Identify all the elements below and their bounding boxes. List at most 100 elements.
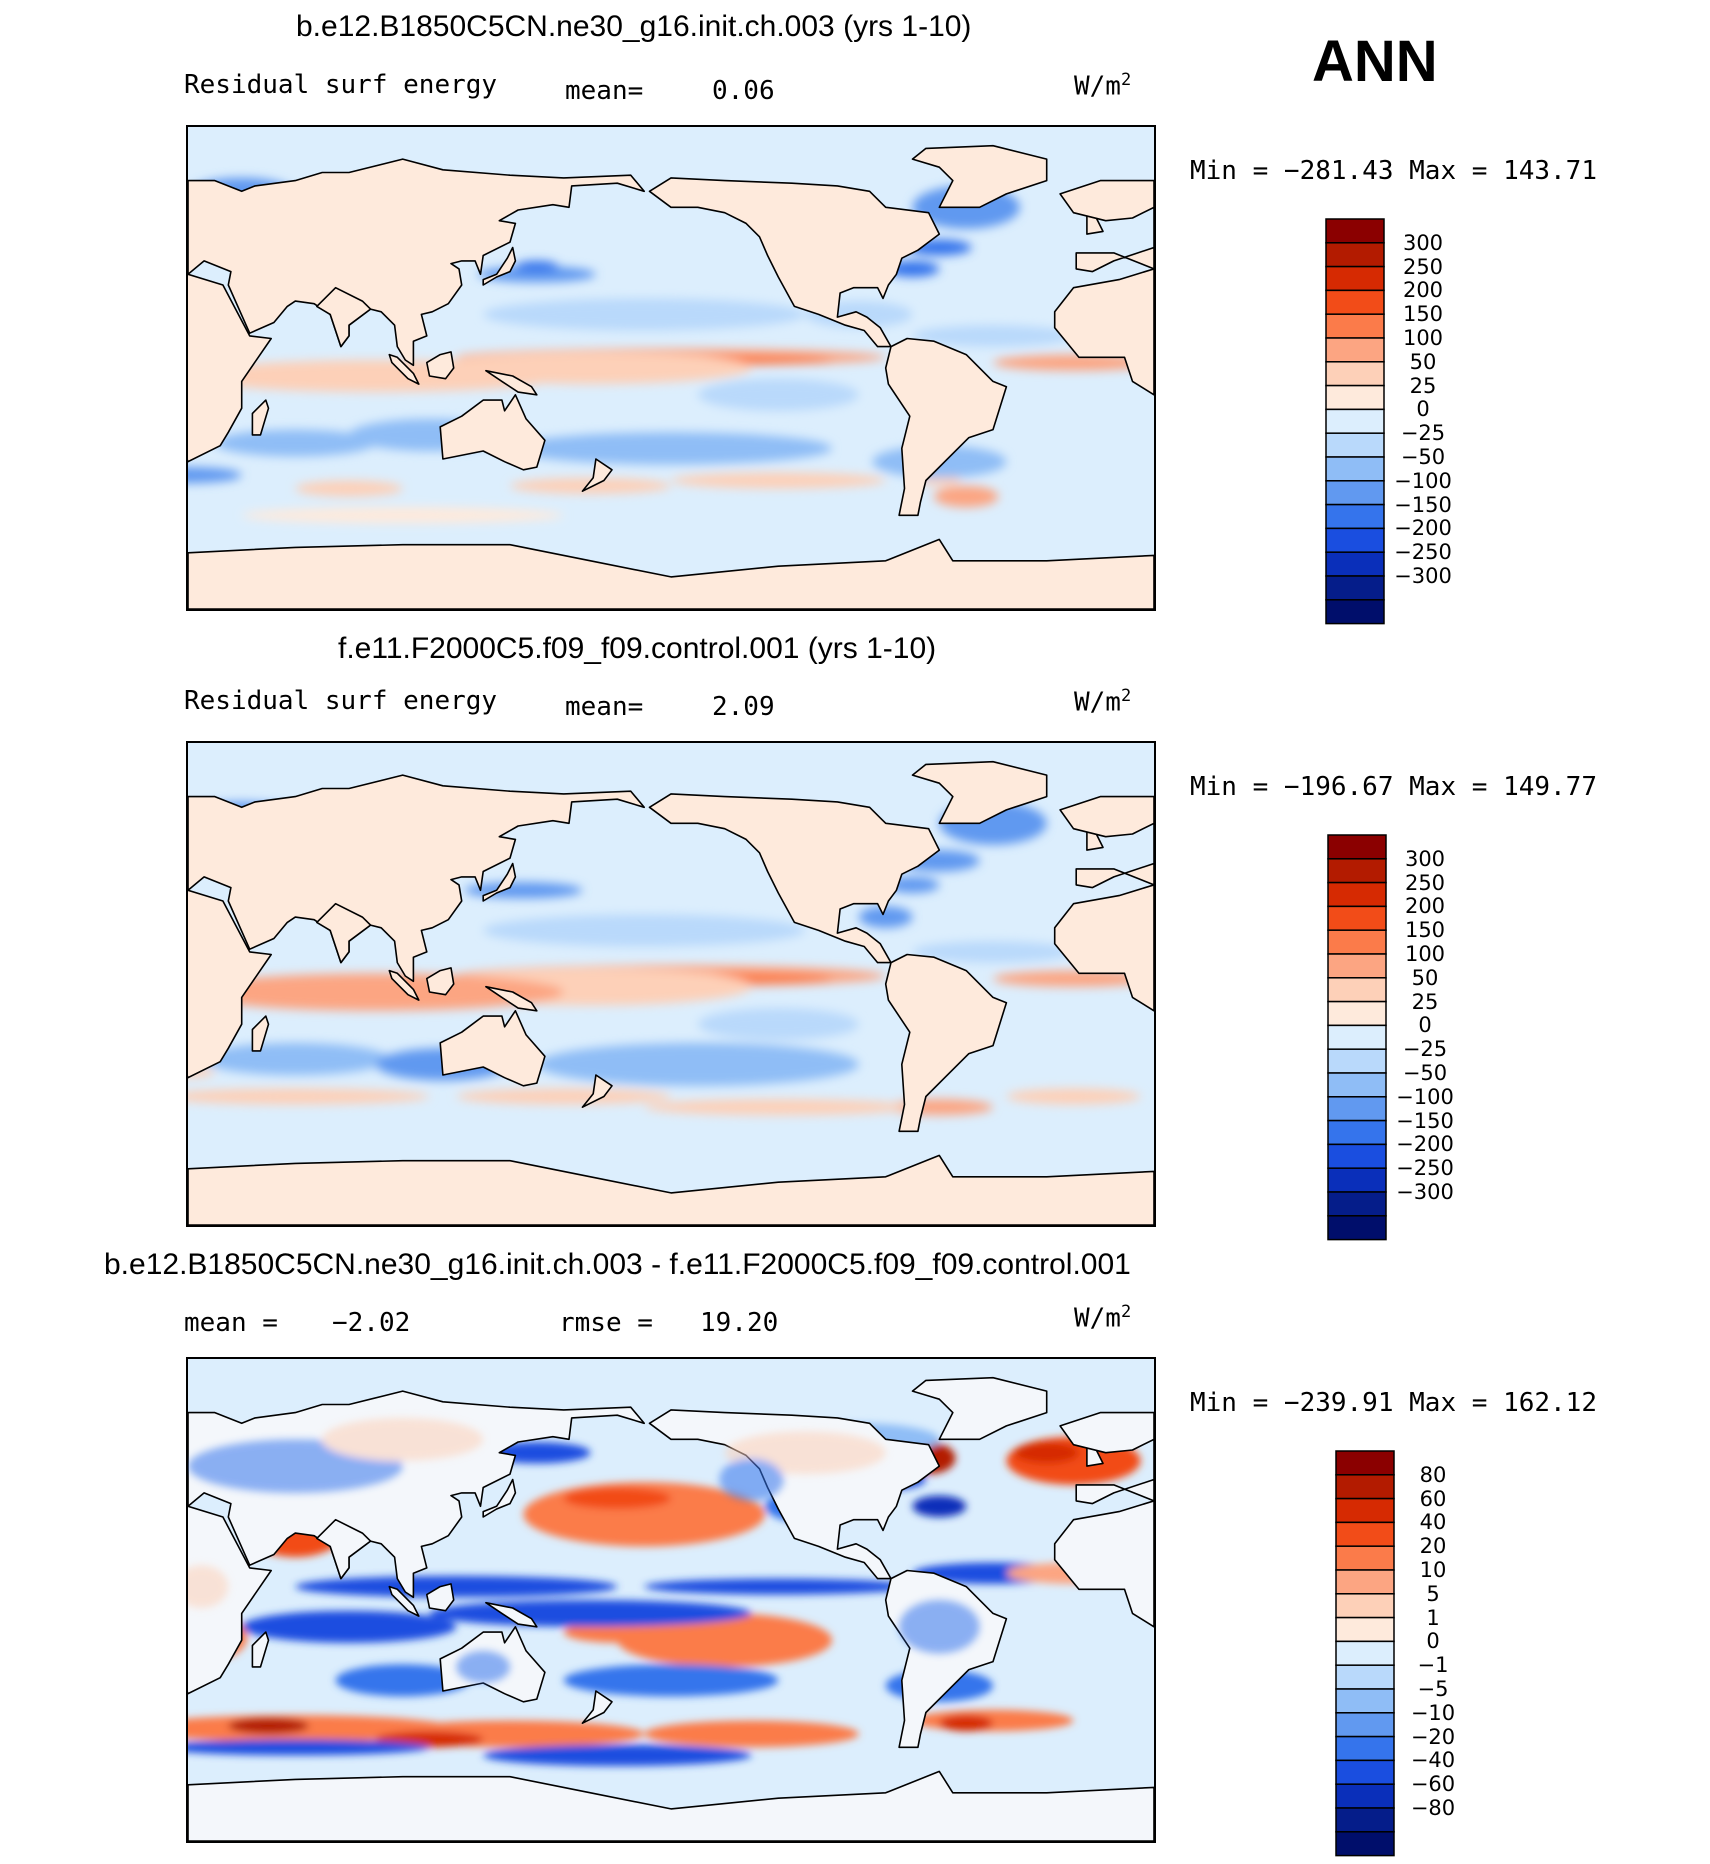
land-layer — [188, 760, 1154, 1225]
colorbar-swatch — [1335, 1497, 1395, 1524]
colorbar-swatch — [1325, 527, 1385, 553]
panel-1-mean-value: 0.06 — [712, 76, 775, 106]
colorbar-swatch — [1325, 361, 1385, 387]
anomaly-blob — [697, 1008, 859, 1041]
colorbar-tick-label: −10 — [1410, 1700, 1456, 1725]
anomaly-blob — [671, 472, 886, 489]
land-layer — [188, 144, 1154, 609]
colorbar-swatch — [1327, 977, 1387, 1003]
colorbar-tick-label: 100 — [1402, 326, 1444, 350]
colorbar-tick-label: −60 — [1410, 1772, 1456, 1797]
anomaly-blob — [1006, 1088, 1141, 1105]
colorbar-tick-label: −200 — [1394, 516, 1452, 541]
colorbar-swatch — [1327, 1167, 1387, 1193]
colorbar-swatch — [1325, 337, 1385, 363]
coastline-africa2 — [1053, 884, 1154, 1012]
colorbar-swatch — [1335, 1616, 1395, 1643]
colorbar-swatch — [1327, 1000, 1387, 1027]
colorbar-tick-label: −100 — [1396, 1084, 1454, 1109]
colorbar-swatch — [1325, 503, 1385, 530]
anomaly-blob — [188, 1088, 430, 1105]
colorbar-swatch — [1325, 432, 1385, 458]
colorbar-svg — [1325, 218, 1385, 625]
coastline-australia — [439, 1010, 546, 1087]
coastline-sumatra — [388, 1585, 420, 1617]
colorbar-tick-label: 20 — [1419, 1534, 1447, 1559]
anomaly-blob — [993, 354, 1154, 371]
anomaly-blob — [563, 1487, 671, 1509]
coastline-greenland — [911, 1376, 1048, 1441]
coastline-india — [316, 1518, 372, 1580]
colorbar-swatch — [1327, 834, 1387, 860]
colorbar-svg — [1335, 1450, 1395, 1857]
colorbar-swatch — [1325, 242, 1385, 268]
panel-3-map — [186, 1357, 1156, 1843]
colorbar-tick-label: −250 — [1394, 540, 1452, 565]
anomaly-blob — [483, 1744, 752, 1767]
panel-3-mean-label: mean = — [184, 1308, 278, 1338]
anomaly-blob — [912, 325, 1074, 347]
panel-2-map — [186, 741, 1156, 1227]
coastline-borneo — [426, 1583, 455, 1612]
colorbar-swatch — [1335, 1450, 1395, 1476]
anomaly-blob — [241, 1610, 457, 1643]
anomaly-blob — [241, 507, 564, 524]
coastline-japan — [482, 1478, 517, 1518]
colorbar-swatch — [1325, 313, 1385, 339]
colorbar-tick-label: 150 — [1402, 302, 1444, 327]
coastline-namerica — [648, 793, 941, 964]
land-anomaly — [188, 1417, 980, 1684]
anomaly-blob — [188, 467, 242, 484]
panel-3-units: W/m2 — [1074, 1302, 1131, 1334]
anomaly-blob — [483, 914, 806, 947]
colorbar-tick-label: 50 — [1411, 965, 1439, 990]
colorbar-tick-label: 10 — [1419, 1558, 1447, 1582]
land-anomaly-blob — [456, 1650, 510, 1684]
colorbar-tick-label: −50 — [1402, 1061, 1448, 1085]
colorbar-swatch — [1325, 289, 1385, 315]
colorbar-tick-label: −25 — [1400, 421, 1446, 446]
coastline-nz — [581, 1074, 613, 1108]
coastline-samerica — [884, 953, 1008, 1133]
colorbar-swatch — [1335, 1807, 1395, 1833]
coastline-newguinea — [485, 1601, 538, 1628]
colorbar-tick-label: −25 — [1402, 1037, 1448, 1062]
colorbar-tick-label: −40 — [1410, 1748, 1456, 1773]
coastline-samerica — [884, 337, 1008, 517]
coastline-madagascar — [251, 1015, 270, 1052]
anomaly-blob — [510, 432, 832, 465]
anomaly-blob — [228, 1717, 309, 1734]
panel-2-colorbar: 300 250 200 150 100 50 25 0 −25 −50 −100 −150 −200 −2… — [1327, 834, 1525, 1248]
anomaly-blob — [912, 1709, 1074, 1732]
coastline-africa2 — [1053, 1500, 1154, 1628]
coastline-sumatra — [388, 969, 420, 1001]
anomaly-blob — [644, 1578, 913, 1595]
coastline-nz — [581, 1690, 613, 1724]
colorbar-swatch — [1335, 1664, 1395, 1690]
panel-1-map — [186, 125, 1156, 611]
colorbar-tick-label: −100 — [1394, 468, 1452, 493]
coastline-africa — [188, 273, 272, 463]
coastline-namerica — [648, 177, 941, 348]
panel-1-units-base: W/m — [1074, 71, 1121, 102]
colorbar-swatch — [1327, 1072, 1387, 1098]
colorbar-swatch — [1327, 881, 1387, 908]
anomaly-blob — [295, 480, 403, 497]
colorbar-tick-label: −50 — [1400, 445, 1446, 469]
colorbar-tick-label: 0 — [1418, 1013, 1432, 1038]
colorbar-tick-label: 25 — [1409, 373, 1437, 398]
panel-1-units: W/m2 — [1074, 70, 1131, 102]
anomaly-blob — [295, 1575, 618, 1598]
colorbar-swatch — [1335, 1735, 1395, 1762]
colorbar-swatch — [1325, 480, 1385, 506]
colorbar-swatch — [1327, 1215, 1387, 1241]
coastline-newguinea — [485, 985, 538, 1012]
panel-3-colorbar: 80 60 40 20 10 5 1 0 −1 −5 −10 −20 −40 −60 −80 — [1335, 1450, 1533, 1864]
coastline-africa — [188, 1505, 272, 1695]
anomaly-blob — [933, 485, 999, 508]
colorbar-swatch — [1325, 384, 1385, 411]
colorbar-tick-label: 60 — [1419, 1486, 1447, 1511]
coastline-antarctica — [188, 538, 1154, 609]
land-anomaly-blob — [322, 1417, 484, 1461]
colorbar-swatch — [1325, 456, 1385, 482]
